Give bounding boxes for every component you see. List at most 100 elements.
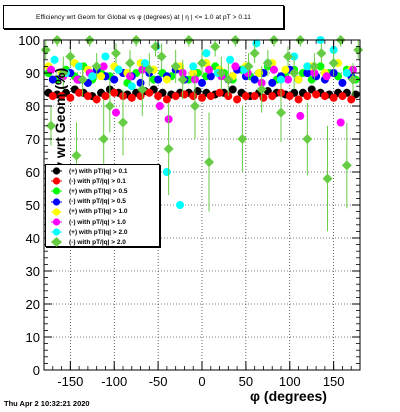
legend-label: (-) with pT/|q| > 2.0 (69, 238, 126, 246)
legend-label: (-) with pT/|q| > 1.0 (69, 218, 126, 226)
data-point (65, 51, 76, 62)
data-point (353, 44, 364, 55)
circle-marker-icon (50, 217, 63, 227)
data-point (250, 92, 259, 101)
legend-entry: (-) with pT/|q| > 1.0 (50, 217, 159, 227)
axis-ticks (43, 39, 361, 371)
data-point (320, 92, 329, 101)
legend-entry: (+) with pT/|q| > 0.5 (50, 186, 159, 196)
data-point (111, 108, 120, 117)
data-point (226, 55, 235, 64)
data-point (118, 117, 128, 128)
data-point (277, 75, 285, 84)
data-point (110, 88, 119, 97)
x-tick-label: -50 (149, 374, 168, 389)
legend-label: (-) with pT/|q| > 0.5 (69, 198, 126, 206)
data-point (75, 88, 84, 97)
legend-label: (-) with pT/|q| > 0.1 (69, 177, 126, 185)
diamond-marker-icon (50, 237, 63, 248)
data-point (206, 92, 215, 101)
circle-marker-icon (50, 227, 63, 237)
legend-entry: (-) with pT/|q| > 0.1 (50, 176, 159, 186)
y-tick-label: 30 (26, 264, 40, 279)
data-point (114, 65, 123, 74)
data-point (269, 65, 278, 74)
legend-entry: (+) with pT/|q| > 0.1 (50, 166, 159, 176)
x-axis-label: φ (degrees) (250, 388, 327, 404)
data-point (284, 75, 293, 84)
data-point (57, 92, 66, 101)
data-point (110, 75, 119, 84)
y-tick-label: 0 (33, 363, 40, 378)
data-point (170, 61, 181, 72)
data-point (50, 55, 59, 64)
data-point (198, 93, 206, 102)
data-point (177, 74, 188, 85)
data-point (197, 58, 207, 69)
data-point (176, 201, 185, 209)
data-point (216, 68, 227, 78)
x-tick-label: 150 (323, 374, 345, 389)
data-point (322, 173, 333, 184)
data-point (233, 95, 242, 104)
data-point (283, 51, 294, 62)
x-tick-label: 100 (279, 374, 301, 389)
data-point (338, 92, 347, 101)
data-point (316, 48, 327, 59)
data-point (162, 168, 171, 176)
data-point (341, 160, 352, 171)
legend-entry: (-) with pT/|q| > 2.0 (50, 237, 159, 248)
data-point (77, 74, 88, 85)
data-point (256, 84, 267, 95)
y-tick-label: 70 (26, 132, 40, 147)
circle-marker-icon (50, 166, 63, 176)
data-point (303, 62, 312, 71)
circle-marker-icon (50, 197, 63, 207)
data-point (223, 74, 234, 85)
data-point (162, 75, 171, 84)
data-point (189, 92, 198, 101)
data-point (97, 72, 106, 81)
data-point (189, 101, 200, 111)
tick-labels: 0 10 20 30 40 50 60 70 80 90 100 -150 -100 -50 0 50 100 1… (18, 33, 344, 389)
data-point (171, 92, 180, 101)
circle-marker-icon (50, 186, 63, 196)
data-point (316, 62, 325, 71)
y-tick-label: 20 (26, 297, 40, 312)
x-tick-label: 50 (239, 374, 253, 389)
data-point (249, 48, 260, 59)
data-point (259, 93, 268, 102)
data-point (144, 64, 155, 75)
data-point (46, 120, 57, 131)
data-point (241, 92, 250, 101)
data-point (66, 93, 75, 102)
data-point (71, 150, 82, 161)
data-point (198, 78, 206, 87)
data-point (294, 95, 303, 104)
data-point (268, 92, 277, 101)
data-point (262, 58, 273, 69)
data-point (268, 78, 277, 87)
y-tick-label: 40 (26, 231, 40, 246)
data-point (206, 72, 215, 81)
data-point (155, 102, 164, 110)
data-point (303, 92, 312, 101)
data-point (294, 75, 303, 84)
data-point (88, 72, 97, 81)
y-tick-label: 50 (26, 198, 40, 213)
data-point (205, 65, 214, 74)
data-point (40, 44, 51, 55)
data-point (329, 93, 338, 102)
legend-label: (+) with pT/|q| > 1.0 (69, 208, 128, 216)
data-point (73, 75, 82, 84)
data-point (322, 72, 331, 81)
data-point (145, 88, 154, 97)
data-point (237, 134, 248, 144)
data-point (127, 93, 136, 102)
data-markers (40, 35, 364, 232)
legend-label: (+) with pT/|q| > 0.1 (69, 167, 128, 175)
data-point (336, 118, 345, 127)
data-point (231, 62, 240, 71)
data-point (140, 59, 149, 68)
